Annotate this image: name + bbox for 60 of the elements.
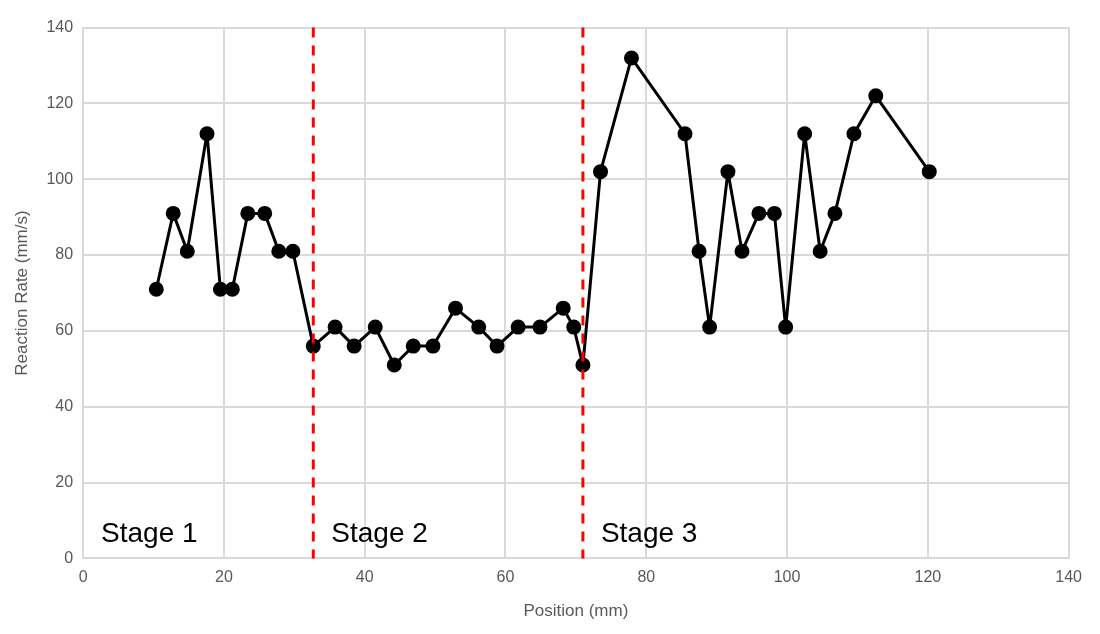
point: [448, 300, 463, 316]
point: [566, 319, 582, 335]
y-tick-label: 60: [55, 321, 74, 339]
y-axis-title: Reaction Rate (mm/s): [11, 210, 31, 376]
point: [532, 319, 548, 335]
point: [224, 281, 240, 297]
point: [240, 205, 256, 221]
point: [165, 205, 181, 221]
point: [179, 243, 195, 259]
y-tick-label: 100: [46, 169, 74, 187]
point: [778, 319, 794, 335]
point: [812, 243, 828, 259]
point: [868, 88, 884, 104]
x-tick-label: 140: [1055, 568, 1083, 586]
y-tick-label: 120: [46, 93, 74, 111]
x-tick-label: 120: [914, 568, 942, 586]
point: [425, 338, 441, 354]
point: [212, 281, 228, 297]
point: [405, 338, 421, 354]
y-tick-label: 0: [64, 548, 74, 566]
x-tick-label: 40: [355, 568, 374, 586]
y-tick-label: 20: [55, 472, 74, 490]
point: [691, 243, 707, 259]
x-tick-label: 100: [773, 568, 801, 586]
point: [386, 357, 402, 373]
x-tick-label: 80: [637, 568, 656, 586]
point: [751, 205, 767, 221]
point: [734, 243, 750, 259]
point: [510, 319, 526, 335]
point: [327, 319, 343, 335]
point: [367, 319, 383, 335]
point: [257, 205, 273, 221]
point: [846, 126, 862, 142]
point: [797, 126, 813, 142]
point: [471, 319, 487, 335]
annotation: Stage 2: [331, 517, 428, 549]
x-tick-label: 0: [78, 568, 88, 586]
point: [593, 164, 609, 180]
x-tick-label: 20: [214, 568, 233, 586]
point: [677, 126, 693, 142]
point: [285, 243, 301, 259]
point: [623, 50, 639, 66]
point: [199, 126, 215, 142]
point: [766, 205, 782, 221]
point: [720, 164, 736, 180]
point: [702, 319, 718, 335]
x-axis-title: Position (mm): [523, 601, 629, 621]
point: [921, 164, 937, 180]
point: [555, 300, 571, 316]
annotation: Stage 1: [101, 517, 198, 549]
annotation: Stage 3: [600, 517, 698, 549]
point: [148, 281, 164, 297]
point: [827, 205, 843, 221]
y-tick-label: 40: [55, 397, 74, 415]
point: [489, 338, 505, 354]
y-tick-label: 140: [46, 18, 74, 36]
point: [346, 338, 362, 354]
y-tick-label: 80: [55, 245, 74, 263]
x-tick-label: 60: [496, 568, 515, 586]
point: [271, 243, 287, 259]
